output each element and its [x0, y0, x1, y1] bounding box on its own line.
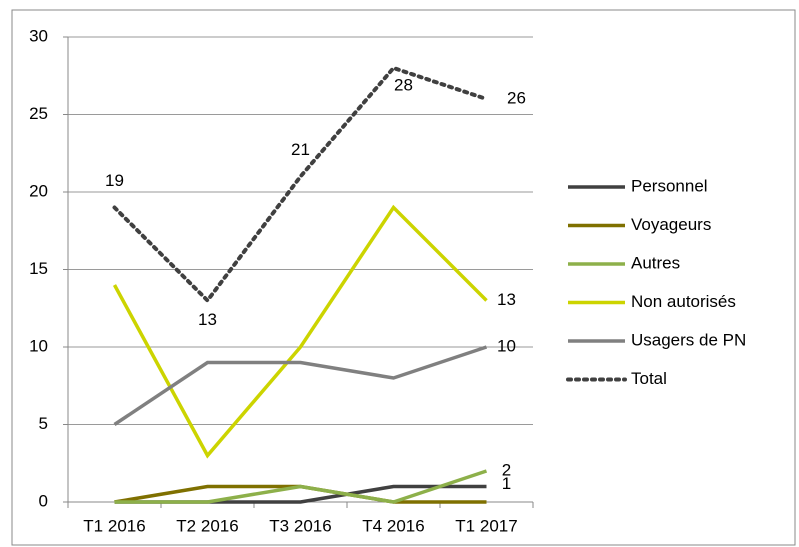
chart-frame: [11, 9, 796, 546]
data-label: 2: [502, 460, 511, 479]
y-tick-label: 10: [29, 336, 48, 355]
x-tick-label: T1 2016: [83, 516, 145, 535]
series-line: [114, 469, 488, 504]
series-line: [112, 65, 489, 304]
legend-label: Voyageurs: [631, 215, 711, 234]
series-line: [113, 345, 488, 426]
legend-label: Non autorisés: [631, 292, 736, 311]
x-tick-label: T1 2017: [455, 516, 517, 535]
x-tick-label: T4 2016: [362, 516, 424, 535]
data-label: 10: [497, 336, 516, 355]
x-tick-label: T3 2016: [269, 516, 331, 535]
data-label: 19: [105, 171, 124, 190]
legend-label: Personnel: [631, 176, 708, 195]
data-label: 13: [497, 290, 516, 309]
data-label: 28: [394, 75, 413, 94]
y-tick-label: 30: [29, 26, 48, 45]
legend-label: Usagers de PN: [631, 330, 746, 349]
y-tick-label: 0: [39, 491, 48, 510]
y-tick-label: 5: [39, 414, 48, 433]
legend-label: Autres: [631, 253, 680, 272]
series-line: [112, 204, 488, 459]
data-label: 21: [291, 140, 310, 159]
data-label: 13: [198, 310, 217, 329]
y-tick-label: 15: [29, 259, 48, 278]
y-tick-label: 25: [29, 104, 48, 123]
data-label: 1: [502, 474, 511, 493]
x-tick-label: T2 2016: [176, 516, 238, 535]
y-tick-label: 20: [29, 181, 48, 200]
data-label: 26: [507, 88, 526, 107]
legend-label: Total: [631, 369, 667, 388]
